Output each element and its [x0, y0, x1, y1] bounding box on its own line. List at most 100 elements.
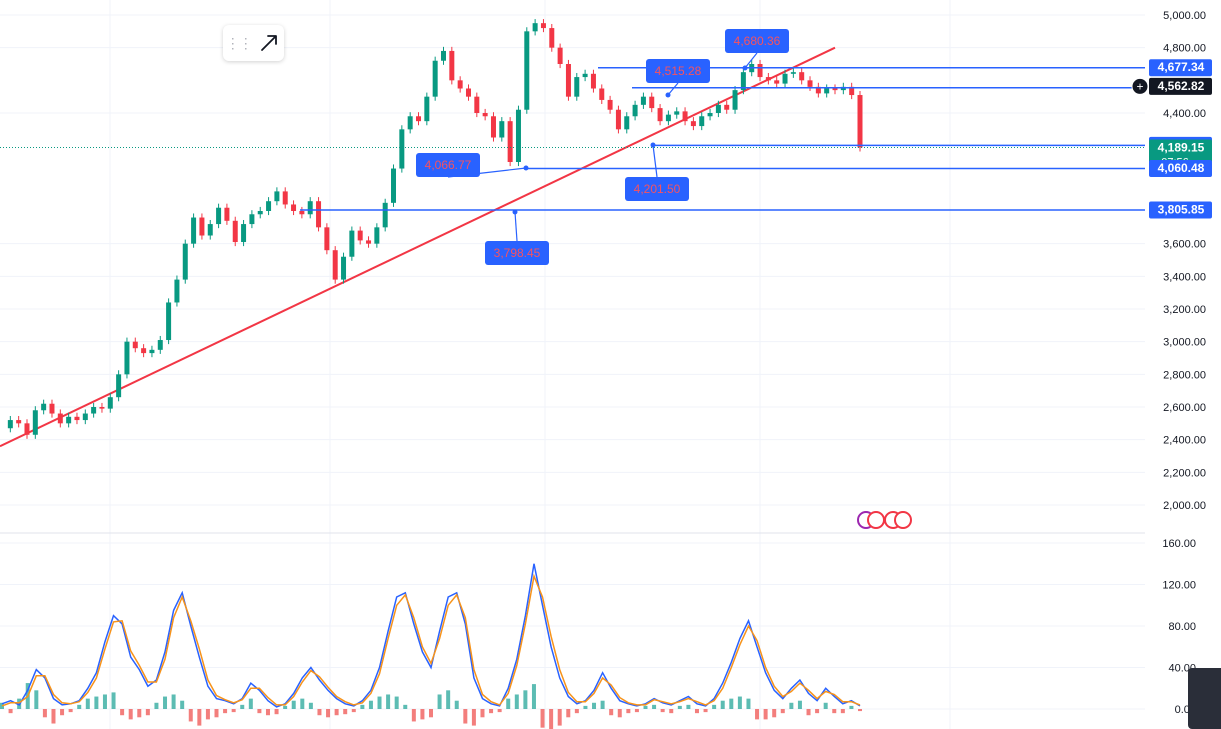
- histogram-bar: [643, 705, 648, 709]
- callout-anchor: [650, 142, 656, 148]
- histogram-bar: [557, 709, 562, 726]
- histogram-bar: [386, 694, 391, 709]
- price-badge: 4,562.82: [1149, 77, 1212, 95]
- candle-body: [799, 72, 805, 81]
- candle-body: [57, 413, 63, 424]
- price-pane[interactable]: 4,680.36 4,515.28 4,066.77 4,201.50 3,798.45: [0, 19, 1145, 448]
- histogram-bar: [188, 709, 193, 722]
- candle-body: [257, 211, 263, 215]
- candle-body: [182, 243, 188, 280]
- candle-body: [332, 250, 338, 280]
- candle-body: [857, 95, 863, 148]
- callout-label: 4,066.77: [425, 158, 472, 172]
- candle-body: [357, 230, 363, 241]
- histogram-bar: [42, 709, 47, 718]
- histogram-bar: [51, 709, 56, 724]
- candle-body: [224, 207, 230, 221]
- price-axis[interactable]: 5,000.00 4,800.00 4,400.00 3,600.00 3,400.00…: [1131, 10, 1212, 512]
- histogram-bar: [617, 709, 622, 718]
- price-callout[interactable]: 3,798.45: [485, 209, 549, 266]
- histogram-bar: [377, 696, 382, 709]
- histogram-bar: [360, 704, 365, 709]
- candle-body: [132, 341, 138, 349]
- oscillator-pane[interactable]: [0, 563, 862, 729]
- callout-box: [646, 59, 710, 83]
- histogram-bar: [205, 709, 210, 720]
- histogram-bar: [102, 694, 107, 709]
- candle-body: [657, 108, 663, 122]
- histogram-bar: [317, 709, 322, 716]
- candle-body: [266, 201, 272, 211]
- candle-body: [399, 129, 405, 169]
- histogram-bar: [789, 702, 794, 709]
- price-tick-label: 5,000.00: [1163, 10, 1206, 22]
- candle-body: [457, 80, 463, 89]
- candle-body: [41, 403, 47, 411]
- trendline[interactable]: [0, 46, 836, 448]
- economic-event-icon[interactable]: [867, 511, 885, 529]
- callout-label: 4,201.50: [634, 182, 681, 196]
- candle-body: [157, 340, 163, 350]
- candle-body: [282, 191, 288, 205]
- price-callout[interactable]: 4,680.36: [725, 29, 789, 71]
- histogram-bar: [729, 698, 734, 709]
- histogram-bar: [609, 709, 614, 716]
- histogram-bar: [832, 709, 837, 714]
- price-callout[interactable]: 4,066.77: [416, 153, 529, 178]
- candle-body: [832, 88, 838, 91]
- oscillator-line: [1, 563, 861, 708]
- histogram-bar: [712, 704, 717, 709]
- candle-body: [474, 96, 480, 113]
- candle-body: [24, 423, 30, 435]
- histogram-bar: [171, 694, 176, 709]
- candle-body: [515, 109, 521, 162]
- candle-body: [774, 80, 780, 84]
- logo-corner-icon[interactable]: [1188, 668, 1221, 729]
- event-icons[interactable]: [857, 511, 912, 529]
- histogram-bar: [351, 709, 356, 713]
- histogram-bar: [540, 709, 545, 728]
- histogram-bar: [583, 705, 588, 709]
- candle-body: [699, 116, 705, 127]
- histogram-bar: [780, 709, 785, 714]
- histogram-bar: [326, 709, 331, 718]
- candle-body: [32, 410, 38, 435]
- callout-anchor: [512, 209, 518, 215]
- histogram-bar: [514, 694, 519, 709]
- candle-body: [374, 227, 380, 244]
- histogram-bar: [720, 700, 725, 709]
- histogram-bar: [68, 709, 73, 713]
- histogram-bar: [85, 698, 90, 709]
- price-badge-text: 4,677.34: [1158, 60, 1205, 74]
- histogram-bar: [197, 709, 202, 726]
- candle-body: [449, 50, 455, 81]
- candle-body: [316, 201, 322, 228]
- price-tick-label: 2,800.00: [1163, 369, 1206, 381]
- arrow-tool-icon[interactable]: [257, 31, 281, 55]
- histogram-bar: [703, 709, 708, 713]
- price-callout[interactable]: 4,515.28: [646, 59, 710, 98]
- histogram-bar: [403, 704, 408, 709]
- candle-body: [549, 28, 555, 48]
- candle-body: [490, 116, 496, 138]
- candle-body: [249, 214, 255, 225]
- histogram-bar: [531, 684, 536, 709]
- price-badge: 4,677.34: [1149, 59, 1212, 77]
- callout-label: 3,798.45: [494, 246, 541, 260]
- price-callout[interactable]: 4,201.50: [625, 142, 689, 202]
- economic-event-icon[interactable]: [894, 511, 912, 529]
- histogram-bar: [77, 704, 82, 709]
- add-level-icon[interactable]: [1131, 77, 1149, 95]
- histogram-bar: [154, 702, 159, 709]
- candle-body: [432, 60, 438, 97]
- price-tick-label: 2,600.00: [1163, 402, 1206, 414]
- callout-anchor: [665, 92, 671, 98]
- floating-drawing-toolbar[interactable]: ⋮⋮: [223, 25, 284, 61]
- histogram-bar: [566, 709, 571, 718]
- candle-body: [582, 73, 588, 78]
- candle-body: [590, 73, 596, 89]
- drag-handle-icon[interactable]: ⋮⋮: [225, 34, 253, 51]
- candle-body: [599, 88, 605, 100]
- histogram-bar: [214, 709, 219, 718]
